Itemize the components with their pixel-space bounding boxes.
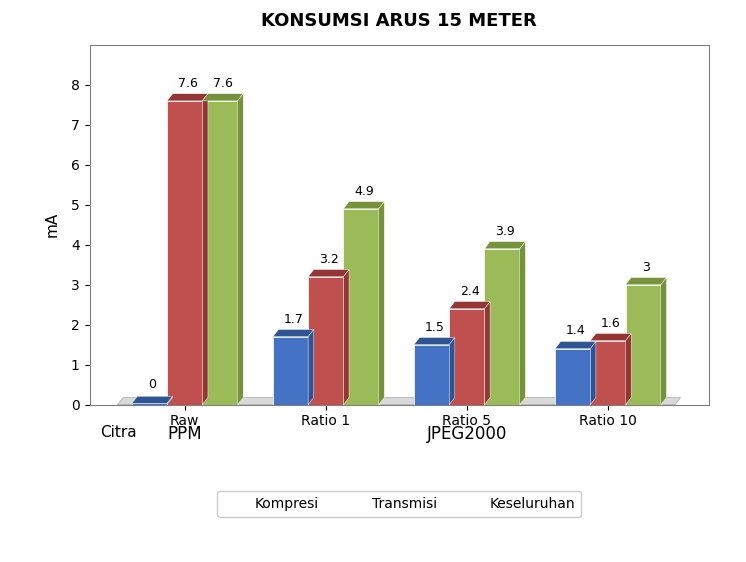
Bar bbox=[343, 209, 379, 405]
Polygon shape bbox=[379, 202, 384, 405]
Bar bbox=[449, 309, 484, 405]
Y-axis label: mA: mA bbox=[45, 212, 60, 237]
Text: JPEG2000: JPEG2000 bbox=[427, 425, 507, 443]
Text: 0: 0 bbox=[148, 378, 156, 392]
Polygon shape bbox=[343, 270, 349, 405]
Bar bbox=[484, 249, 520, 405]
Text: 1.5: 1.5 bbox=[424, 320, 445, 333]
Polygon shape bbox=[484, 242, 525, 249]
Bar bbox=[626, 285, 661, 405]
Bar bbox=[308, 277, 343, 405]
Bar bbox=[167, 101, 202, 405]
Polygon shape bbox=[202, 94, 208, 405]
Polygon shape bbox=[343, 202, 384, 209]
Title: KONSUMSI ARUS 15 METER: KONSUMSI ARUS 15 METER bbox=[261, 11, 537, 30]
Polygon shape bbox=[449, 338, 455, 405]
Bar bbox=[414, 345, 449, 405]
Polygon shape bbox=[132, 396, 172, 404]
Bar bbox=[590, 341, 626, 405]
Polygon shape bbox=[449, 302, 490, 309]
Polygon shape bbox=[237, 94, 243, 405]
Bar bbox=[590, 341, 626, 405]
Bar bbox=[308, 277, 343, 405]
Text: 1.7: 1.7 bbox=[283, 312, 303, 325]
Text: 1.4: 1.4 bbox=[565, 324, 586, 338]
Polygon shape bbox=[520, 242, 525, 405]
Text: 3.2: 3.2 bbox=[319, 252, 339, 266]
Polygon shape bbox=[202, 94, 243, 101]
Polygon shape bbox=[555, 342, 596, 348]
Polygon shape bbox=[414, 338, 455, 345]
Polygon shape bbox=[118, 397, 680, 405]
Bar bbox=[414, 345, 449, 405]
Text: Citra: Citra bbox=[100, 425, 137, 439]
Polygon shape bbox=[308, 270, 349, 277]
Text: 3: 3 bbox=[642, 261, 650, 274]
Polygon shape bbox=[167, 94, 208, 101]
Polygon shape bbox=[273, 329, 314, 337]
Text: PPM: PPM bbox=[167, 425, 202, 443]
Bar bbox=[273, 337, 308, 405]
Bar bbox=[449, 309, 484, 405]
Text: 7.6: 7.6 bbox=[213, 77, 233, 90]
Polygon shape bbox=[167, 396, 172, 405]
Polygon shape bbox=[661, 278, 666, 405]
Polygon shape bbox=[590, 333, 631, 341]
Bar bbox=[343, 209, 379, 405]
Bar bbox=[202, 101, 237, 405]
Polygon shape bbox=[308, 329, 314, 405]
Legend: Kompresi, Transmisi, Keseluruhan: Kompresi, Transmisi, Keseluruhan bbox=[217, 491, 581, 516]
Bar bbox=[626, 285, 661, 405]
Text: 7.6: 7.6 bbox=[178, 77, 198, 90]
Polygon shape bbox=[484, 302, 490, 405]
Polygon shape bbox=[626, 333, 631, 405]
Bar bbox=[555, 348, 590, 405]
Bar bbox=[484, 249, 520, 405]
Text: 2.4: 2.4 bbox=[460, 284, 480, 297]
Polygon shape bbox=[590, 342, 596, 405]
Text: 1.6: 1.6 bbox=[601, 316, 621, 329]
Text: 3.9: 3.9 bbox=[495, 225, 515, 238]
Bar bbox=[202, 101, 237, 405]
Bar bbox=[167, 101, 202, 405]
Text: 4.9: 4.9 bbox=[354, 185, 374, 198]
Bar bbox=[555, 348, 590, 405]
Bar bbox=[273, 337, 308, 405]
Bar bbox=[132, 404, 167, 405]
Polygon shape bbox=[626, 278, 666, 285]
